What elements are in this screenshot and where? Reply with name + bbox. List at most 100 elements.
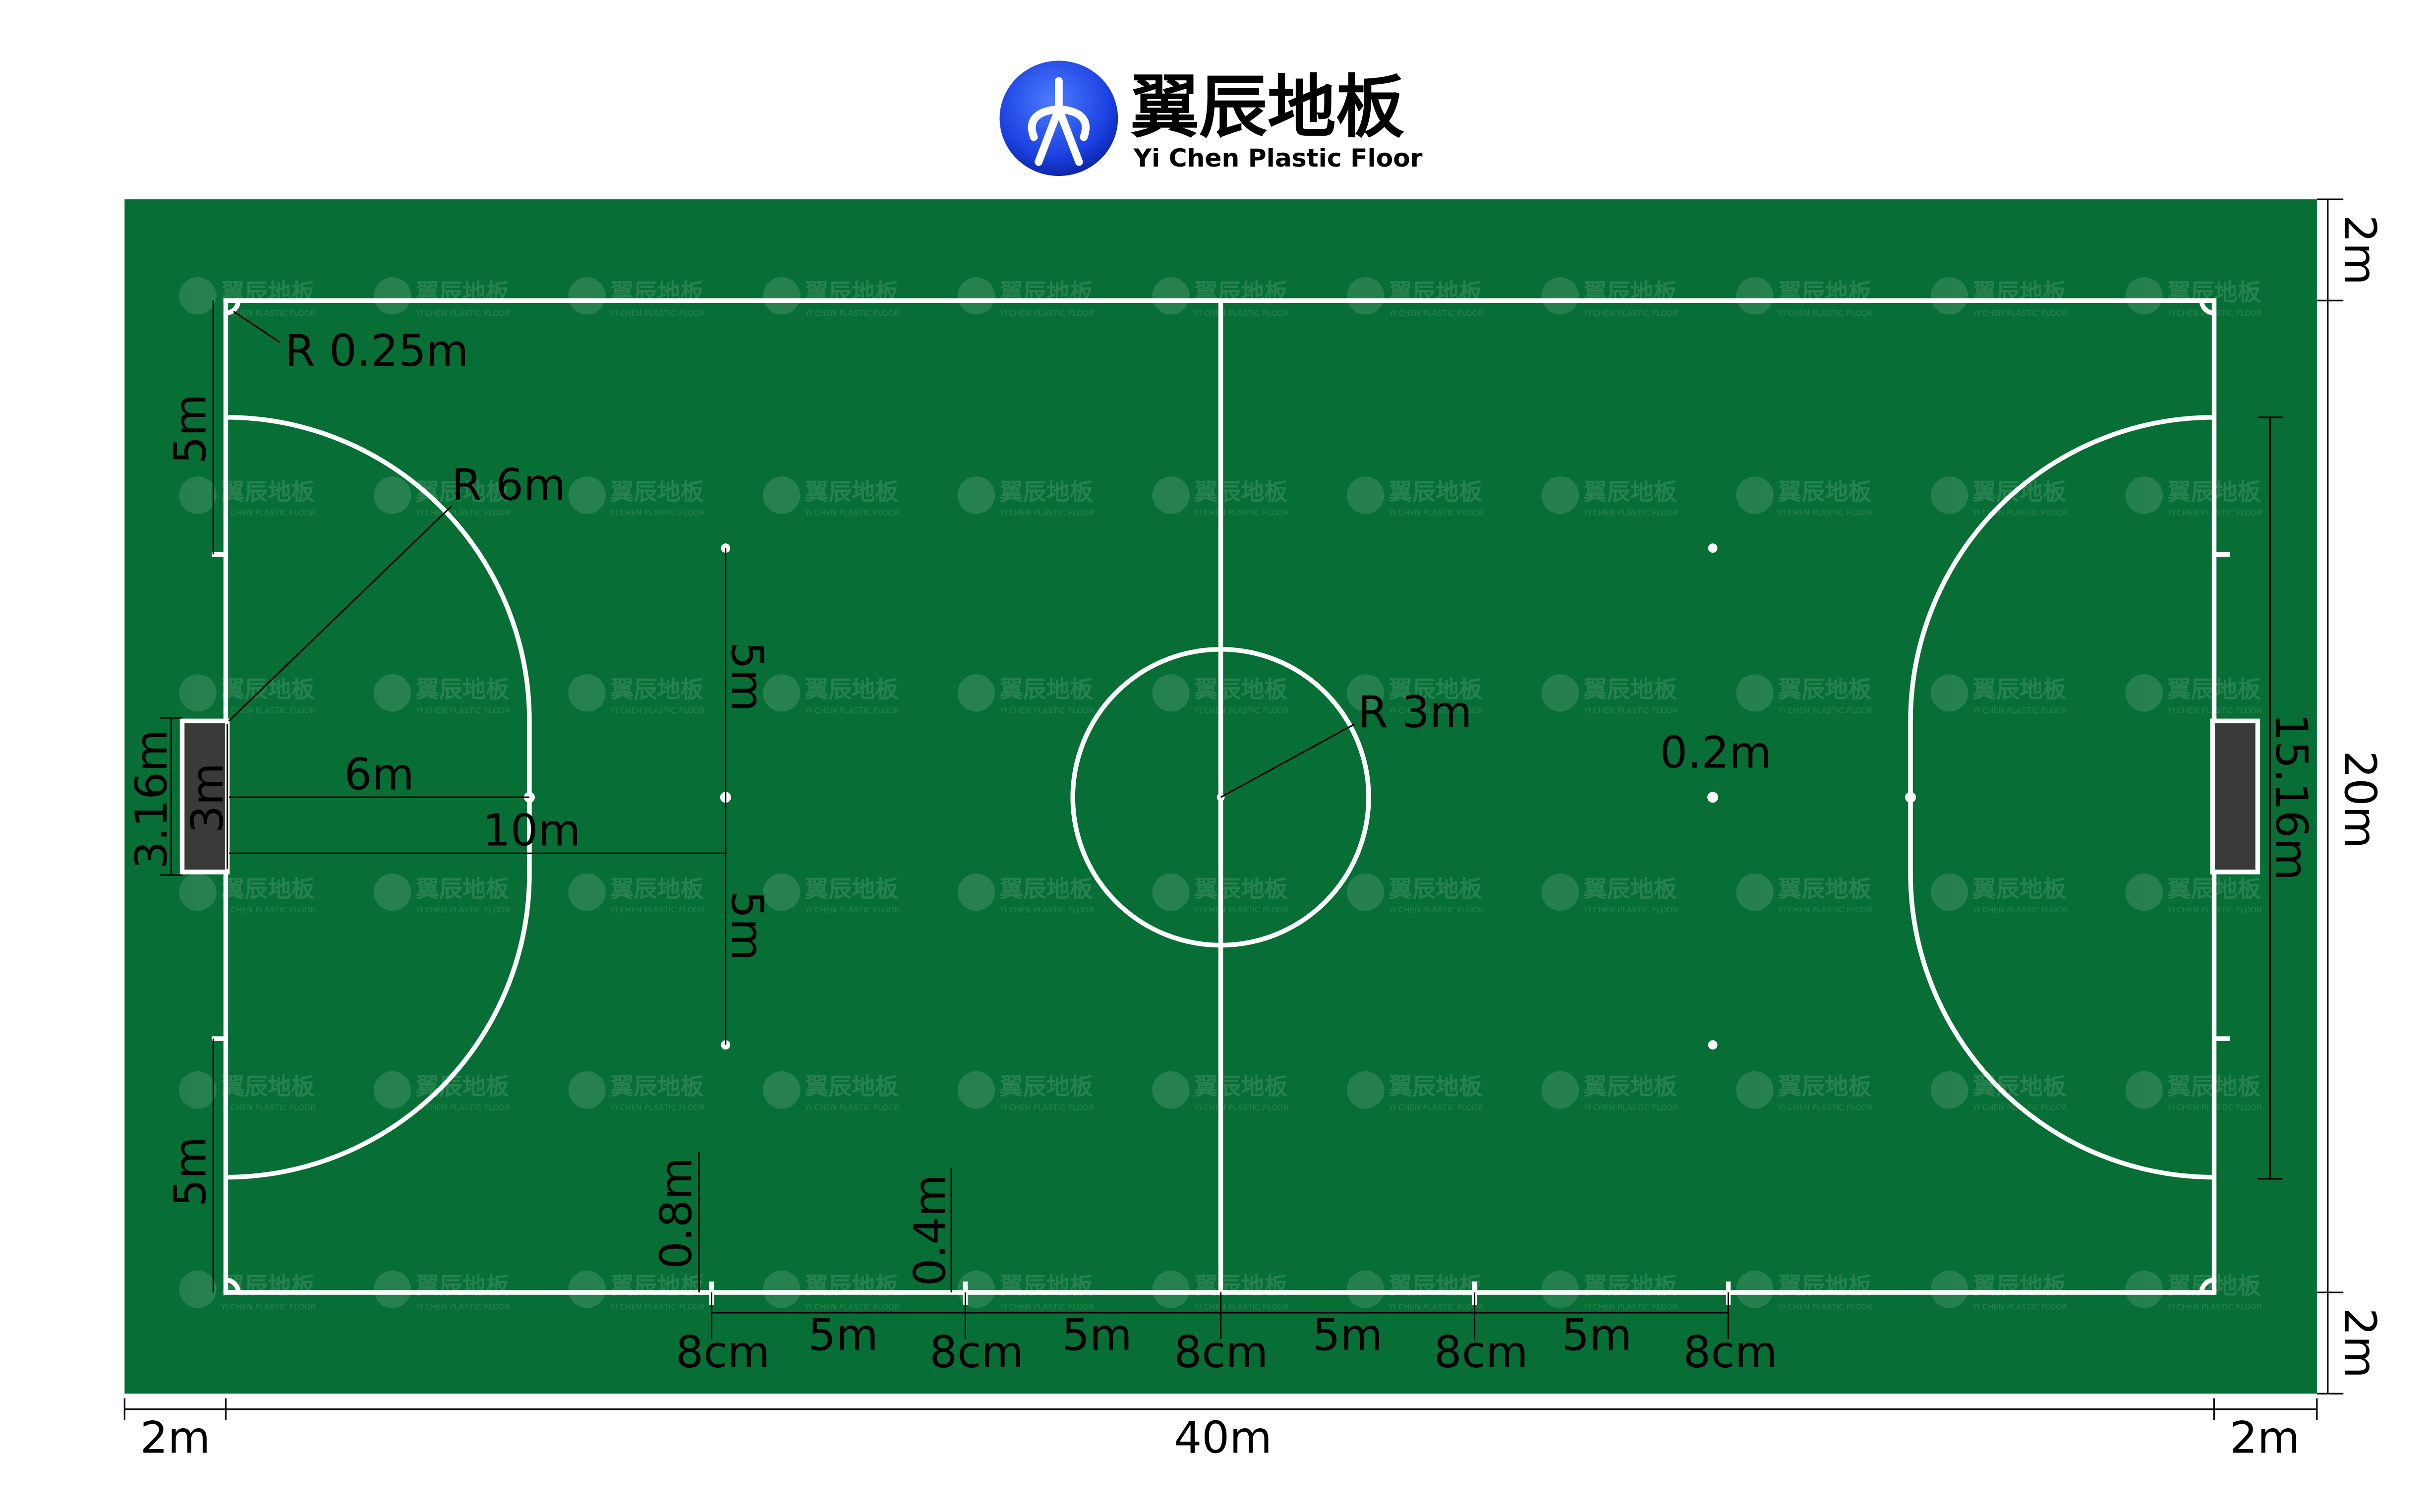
dimension-labels: R 0.25m 5m R 6m 5m 5m 3.16m 3m 6m 10m R … [126,215,2385,1463]
svg-text:YI CHEN PLASTIC FLOOR: YI CHEN PLASTIC FLOOR [1778,1302,1873,1312]
watermark-logo: 翼辰地板 YI CHEN PLASTIC FLOOR [763,476,900,518]
label-court-length: 40m [1174,1412,1272,1463]
svg-text:翼辰地板: 翼辰地板 [221,1073,314,1101]
svg-text:翼辰地板: 翼辰地板 [1194,478,1287,506]
label-margin-top: 2m [2334,215,2385,285]
svg-text:YI CHEN PLASTIC FLOOR: YI CHEN PLASTIC FLOOR [805,706,900,715]
svg-text:YI CHEN PLASTIC FLOOR: YI CHEN PLASTIC FLOOR [805,1103,900,1112]
svg-text:YI CHEN PLASTIC FLOOR: YI CHEN PLASTIC FLOOR [415,1302,511,1312]
logo-name-cn: 翼辰地板 [1130,67,1404,147]
watermark-logo: 翼辰地板 YI CHEN PLASTIC FLOOR [1152,873,1289,915]
svg-text:翼辰地板: 翼辰地板 [1389,1073,1482,1101]
label-0-8m: 0.8m [651,1157,702,1269]
svg-text:翼辰地板: 翼辰地板 [1389,478,1482,506]
label-6m: 6m [344,749,414,800]
logo-name-en: Yi Chen Plastic Floor [1133,143,1423,173]
watermark-logo: 翼辰地板 YI CHEN PLASTIC FLOOR [373,1271,511,1312]
label-sub-8cm-2: 8cm [929,1327,1024,1378]
svg-text:YI CHEN PLASTIC FLOOR: YI CHEN PLASTIC FLOOR [221,309,316,318]
label-sub-8cm-3: 8cm [1174,1327,1268,1378]
svg-text:翼辰地板: 翼辰地板 [805,478,898,506]
svg-text:YI CHEN PLASTIC FLOOR: YI CHEN PLASTIC FLOOR [221,508,316,518]
label-goal-inner-width: 3m [182,763,233,833]
label-sub-8cm-1: 8cm [676,1327,770,1378]
watermark-logo: 翼辰地板 YI CHEN PLASTIC FLOOR [568,873,705,915]
watermark-logo: 翼辰地板 YI CHEN PLASTIC FLOOR [1930,674,2068,715]
svg-text:YI CHEN PLASTIC FLOOR: YI CHEN PLASTIC FLOOR [1972,309,2068,318]
watermark-logo: 翼辰地板 YI CHEN PLASTIC FLOOR [763,873,900,915]
svg-text:YI CHEN PLASTIC FLOOR: YI CHEN PLASTIC FLOOR [1972,508,2068,518]
svg-text:YI CHEN PLASTIC FLOOR: YI CHEN PLASTIC FLOOR [1194,1103,1289,1112]
label-sub-8cm-5: 8cm [1683,1327,1777,1378]
label-sub-5m-4: 5m [1562,1309,1632,1360]
svg-text:翼辰地板: 翼辰地板 [1973,676,2066,703]
svg-text:YI CHEN PLASTIC FLOOR: YI CHEN PLASTIC FLOOR [1194,905,1289,915]
spot-right-top [1708,543,1718,553]
label-sub-5m-3: 5m [1313,1309,1383,1360]
svg-text:YI CHEN PLASTIC FLOOR: YI CHEN PLASTIC FLOOR [1583,309,1678,318]
svg-text:YI CHEN PLASTIC FLOOR: YI CHEN PLASTIC FLOOR [415,905,511,915]
svg-text:翼辰地板: 翼辰地板 [1583,1073,1677,1101]
svg-text:翼辰地板: 翼辰地板 [610,676,703,703]
svg-text:YI CHEN PLASTIC FLOOR: YI CHEN PLASTIC FLOOR [1388,905,1484,915]
svg-text:翼辰地板: 翼辰地板 [610,875,703,903]
svg-text:翼辰地板: 翼辰地板 [1583,875,1677,903]
svg-text:YI CHEN PLASTIC FLOOR: YI CHEN PLASTIC FLOOR [805,309,900,318]
svg-text:翼辰地板: 翼辰地板 [1000,1273,1093,1300]
svg-text:翼辰地板: 翼辰地板 [1973,1273,2066,1300]
svg-text:翼辰地板: 翼辰地板 [1778,1273,1871,1300]
svg-text:YI CHEN PLASTIC FLOOR: YI CHEN PLASTIC FLOOR [221,706,316,715]
svg-text:翼辰地板: 翼辰地板 [1778,478,1871,506]
svg-text:YI CHEN PLASTIC FLOOR: YI CHEN PLASTIC FLOOR [221,1302,316,1312]
svg-text:翼辰地板: 翼辰地板 [1000,875,1093,903]
watermark-logo: 翼辰地板 YI CHEN PLASTIC FLOOR [1541,1071,1678,1112]
svg-text:YI CHEN PLASTIC FLOOR: YI CHEN PLASTIC FLOOR [610,905,705,915]
svg-text:翼辰地板: 翼辰地板 [1194,676,1287,703]
label-penalty-radius: R 6m [452,459,566,510]
svg-text:YI CHEN PLASTIC FLOOR: YI CHEN PLASTIC FLOOR [1194,706,1289,715]
svg-text:翼辰地板: 翼辰地板 [1583,1273,1677,1300]
label-center-radius: R 3m [1358,687,1472,738]
svg-text:YI CHEN PLASTIC FLOOR: YI CHEN PLASTIC FLOOR [1972,706,2068,715]
svg-text:翼辰地板: 翼辰地板 [1000,478,1093,506]
label-sub-8cm-4: 8cm [1434,1327,1528,1378]
svg-text:翼辰地板: 翼辰地板 [1194,875,1287,903]
svg-text:YI CHEN PLASTIC FLOOR: YI CHEN PLASTIC FLOOR [1583,1302,1678,1312]
svg-text:翼辰地板: 翼辰地板 [1973,478,2066,506]
label-sub-5m-1: 5m [808,1309,878,1360]
watermark-logo: 翼辰地板 YI CHEN PLASTIC FLOOR [1541,1271,1678,1312]
svg-text:翼辰地板: 翼辰地板 [416,1273,509,1300]
watermark-logo: 翼辰地板 YI CHEN PLASTIC FLOOR [1736,1271,1873,1312]
svg-text:YI CHEN PLASTIC FLOOR: YI CHEN PLASTIC FLOOR [610,1302,705,1312]
svg-text:YI CHEN PLASTIC FLOOR: YI CHEN PLASTIC FLOOR [805,905,900,915]
svg-text:翼辰地板: 翼辰地板 [1194,1273,1287,1300]
label-corner-radius: R 0.25m [285,325,469,376]
svg-text:YI CHEN PLASTIC FLOOR: YI CHEN PLASTIC FLOOR [1583,706,1678,715]
svg-text:YI CHEN PLASTIC FLOOR: YI CHEN PLASTIC FLOOR [610,706,705,715]
label-left-top-5m: 5m [165,394,216,464]
svg-text:YI CHEN PLASTIC FLOOR: YI CHEN PLASTIC FLOOR [1583,1103,1678,1112]
label-left-bottom-5m: 5m [165,1137,216,1207]
svg-text:YI CHEN PLASTIC FLOOR: YI CHEN PLASTIC FLOOR [805,508,900,518]
svg-text:YI CHEN PLASTIC FLOOR: YI CHEN PLASTIC FLOOR [415,1103,511,1112]
svg-text:翼辰地板: 翼辰地板 [805,875,898,903]
